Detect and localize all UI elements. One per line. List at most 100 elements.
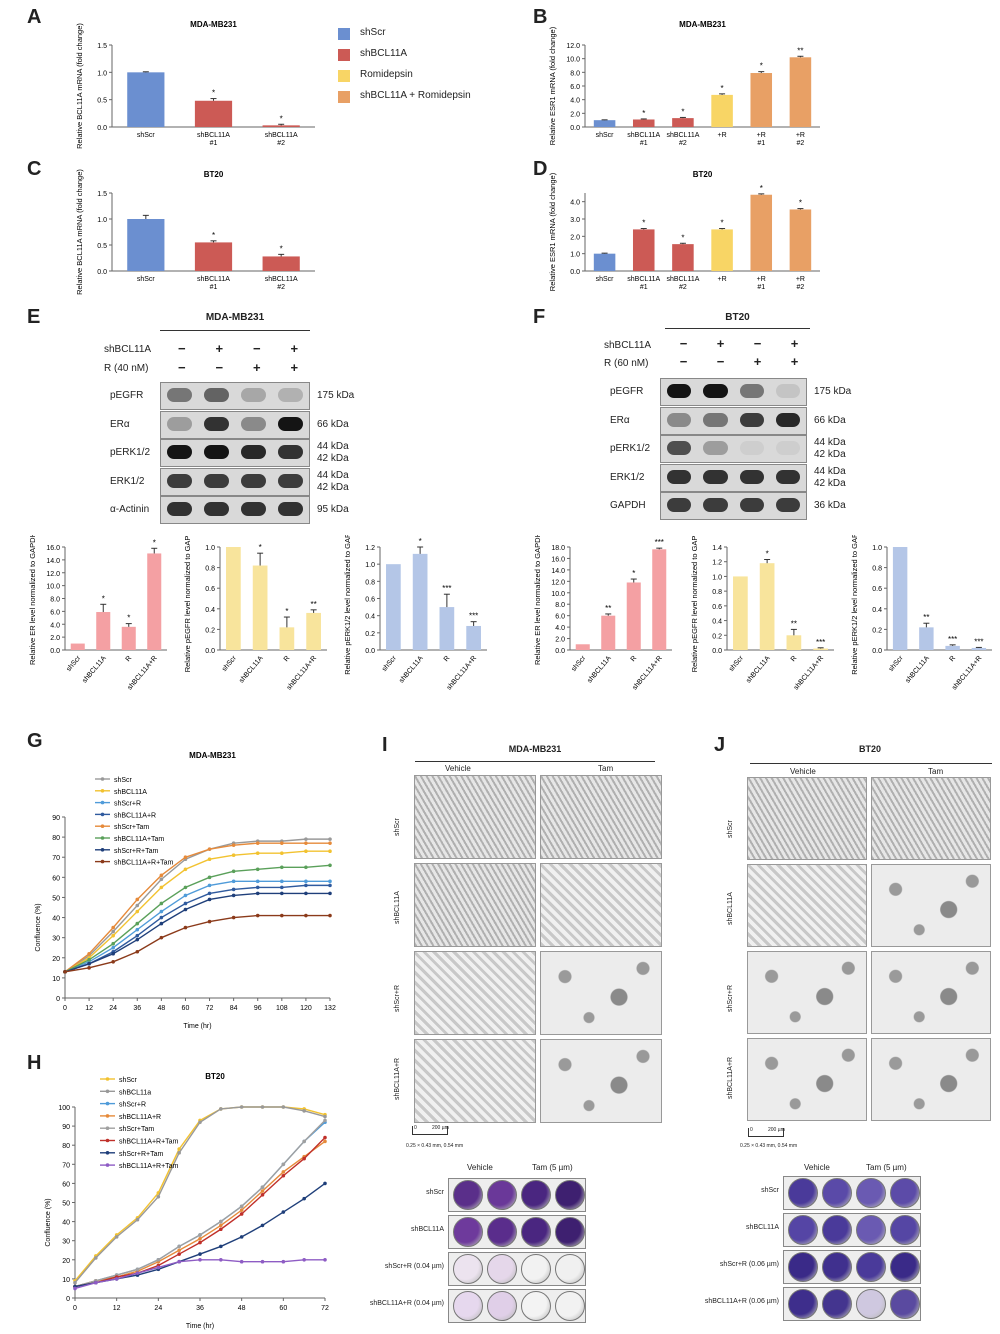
y-axis-label: Confluence (%) [45,1198,52,1246]
data-point [156,1258,161,1262]
y-tick-label: 0.8 [365,579,375,586]
y-tick-label: 0 [56,996,60,1003]
y-tick-label: 0.2 [205,627,215,634]
legend-marker [100,848,105,852]
blot-band [775,441,800,455]
significance-label: * [721,84,724,93]
blot-f-signs-row: − + − + [665,336,813,351]
culture-well [487,1254,517,1284]
well-row-label: shBCL11A [746,1224,779,1231]
series-line [64,864,331,973]
blot-band [241,388,266,402]
blot-protein-label: ERK1/2 [110,475,145,487]
chart-title: MDA-MB231 [189,751,236,760]
series-line [64,892,330,973]
blot-band [241,416,266,431]
blot-protein-label: pERK1/2 [110,447,151,458]
legend-marker [100,859,105,864]
bar-chart-e-er: 0.0 2.0 4.0 6.0 8.0 10.0 12.0 14.0 16.0 Relative … [28,535,167,692]
y-tick-label: 0.0 [365,648,375,655]
y-tick-label: 0.2 [365,631,375,638]
data-point [156,1265,161,1270]
micro-i-col: Tam [598,764,614,773]
significance-label: * [721,219,724,228]
series-line [64,850,330,973]
y-tick-label: 16.0 [46,545,60,552]
data-point [239,1208,244,1212]
sign: − [177,360,186,375]
blot-protein-label: pEGFR [110,390,144,401]
significance-label: * [280,114,283,123]
bar [601,615,616,650]
y-tick-label: 1.5 [97,191,107,198]
well-row [783,1250,921,1284]
blot-strip [660,435,807,463]
data-point [260,1193,265,1197]
blot-protein-label: α-Actinin [110,504,150,515]
y-tick-label: 4.0 [570,98,580,105]
well-row-label: shScr [426,1189,444,1196]
blot-strip [660,378,807,406]
data-point [207,883,212,888]
scale-bar-j-200: 200 µm [768,1127,785,1133]
bar [147,553,162,650]
data-point [302,1196,306,1201]
legend-label: shBCL11A+Tam [114,836,164,843]
category-label-line: #1 [640,284,648,291]
blot-kda-label: 175 kDa [317,390,355,401]
blot-kda-label: 42 kDa [317,453,349,464]
y-tick-label: 0.0 [205,648,215,655]
y-axis-label: Relative ESR1 mRNA (fold change) [548,172,557,291]
data-point [159,935,164,940]
blot-e-signs-row: − + − + [163,341,313,356]
culture-well [822,1215,852,1245]
blot-protein-label: ERK1/2 [610,471,645,483]
significance-label: ** [311,600,317,609]
data-point [219,1244,223,1249]
bar [652,549,667,650]
data-point [328,837,332,841]
blot-band [703,441,728,455]
category-label: +R #2 [796,132,805,147]
scale-bar-i [412,1126,448,1135]
significance-label: * [102,594,105,603]
data-point [183,867,188,872]
data-point [135,927,140,932]
bar-chart-c: BT20 0.0 0.5 1.0 1.5 Relative BCL11A mRNA (fo… [75,169,315,295]
significance-label: * [760,184,763,193]
category-label: shBCL11A #1 [627,132,660,147]
legend-label: shScr+R+Tam [119,1151,164,1158]
bar [96,612,111,650]
legend-label: shBCL11A+R+Tam [119,1163,179,1170]
category-label: shScr [728,654,745,673]
legend-label: shScr [114,777,133,784]
well-row [783,1176,921,1210]
culture-well [555,1217,585,1247]
culture-well [890,1215,920,1245]
significance-label: * [419,537,422,546]
category-label-line: #2 [277,284,285,291]
y-tick-label: 0.6 [205,586,215,593]
data-point [135,1217,140,1222]
culture-well [788,1215,818,1245]
legend-marker [105,1114,110,1118]
chart-title: BT20 [205,1072,225,1081]
y-tick-label: 50 [52,895,60,902]
microscopy-image [747,951,867,1034]
culture-well [822,1289,852,1319]
y-tick-label: 0.2 [712,633,722,640]
legend-swatch [338,91,350,103]
bar-chart-f-er: 0.0 2.0 4.0 6.0 8.0 10.0 12.0 14.0 16.0 18.0 Relat… [533,535,672,692]
micro-row-label: shBCL11A+R [394,1057,401,1100]
chart-title: BT20 [693,170,713,179]
blot-kda-label: 36 kDa [814,500,846,511]
category-label-line: #1 [210,284,218,291]
blot-band [667,412,692,427]
category-label: shBCL11A+R [286,655,318,692]
sign: + [790,354,799,369]
legend-label: shBCL11A + Romidepsin [360,90,471,101]
category-label: shBCL11A #1 [197,276,230,291]
category-label-line: #2 [797,140,805,147]
sign: − [679,336,688,351]
well-row-label: shBCL11A+R (0.04 µm) [369,1300,444,1307]
